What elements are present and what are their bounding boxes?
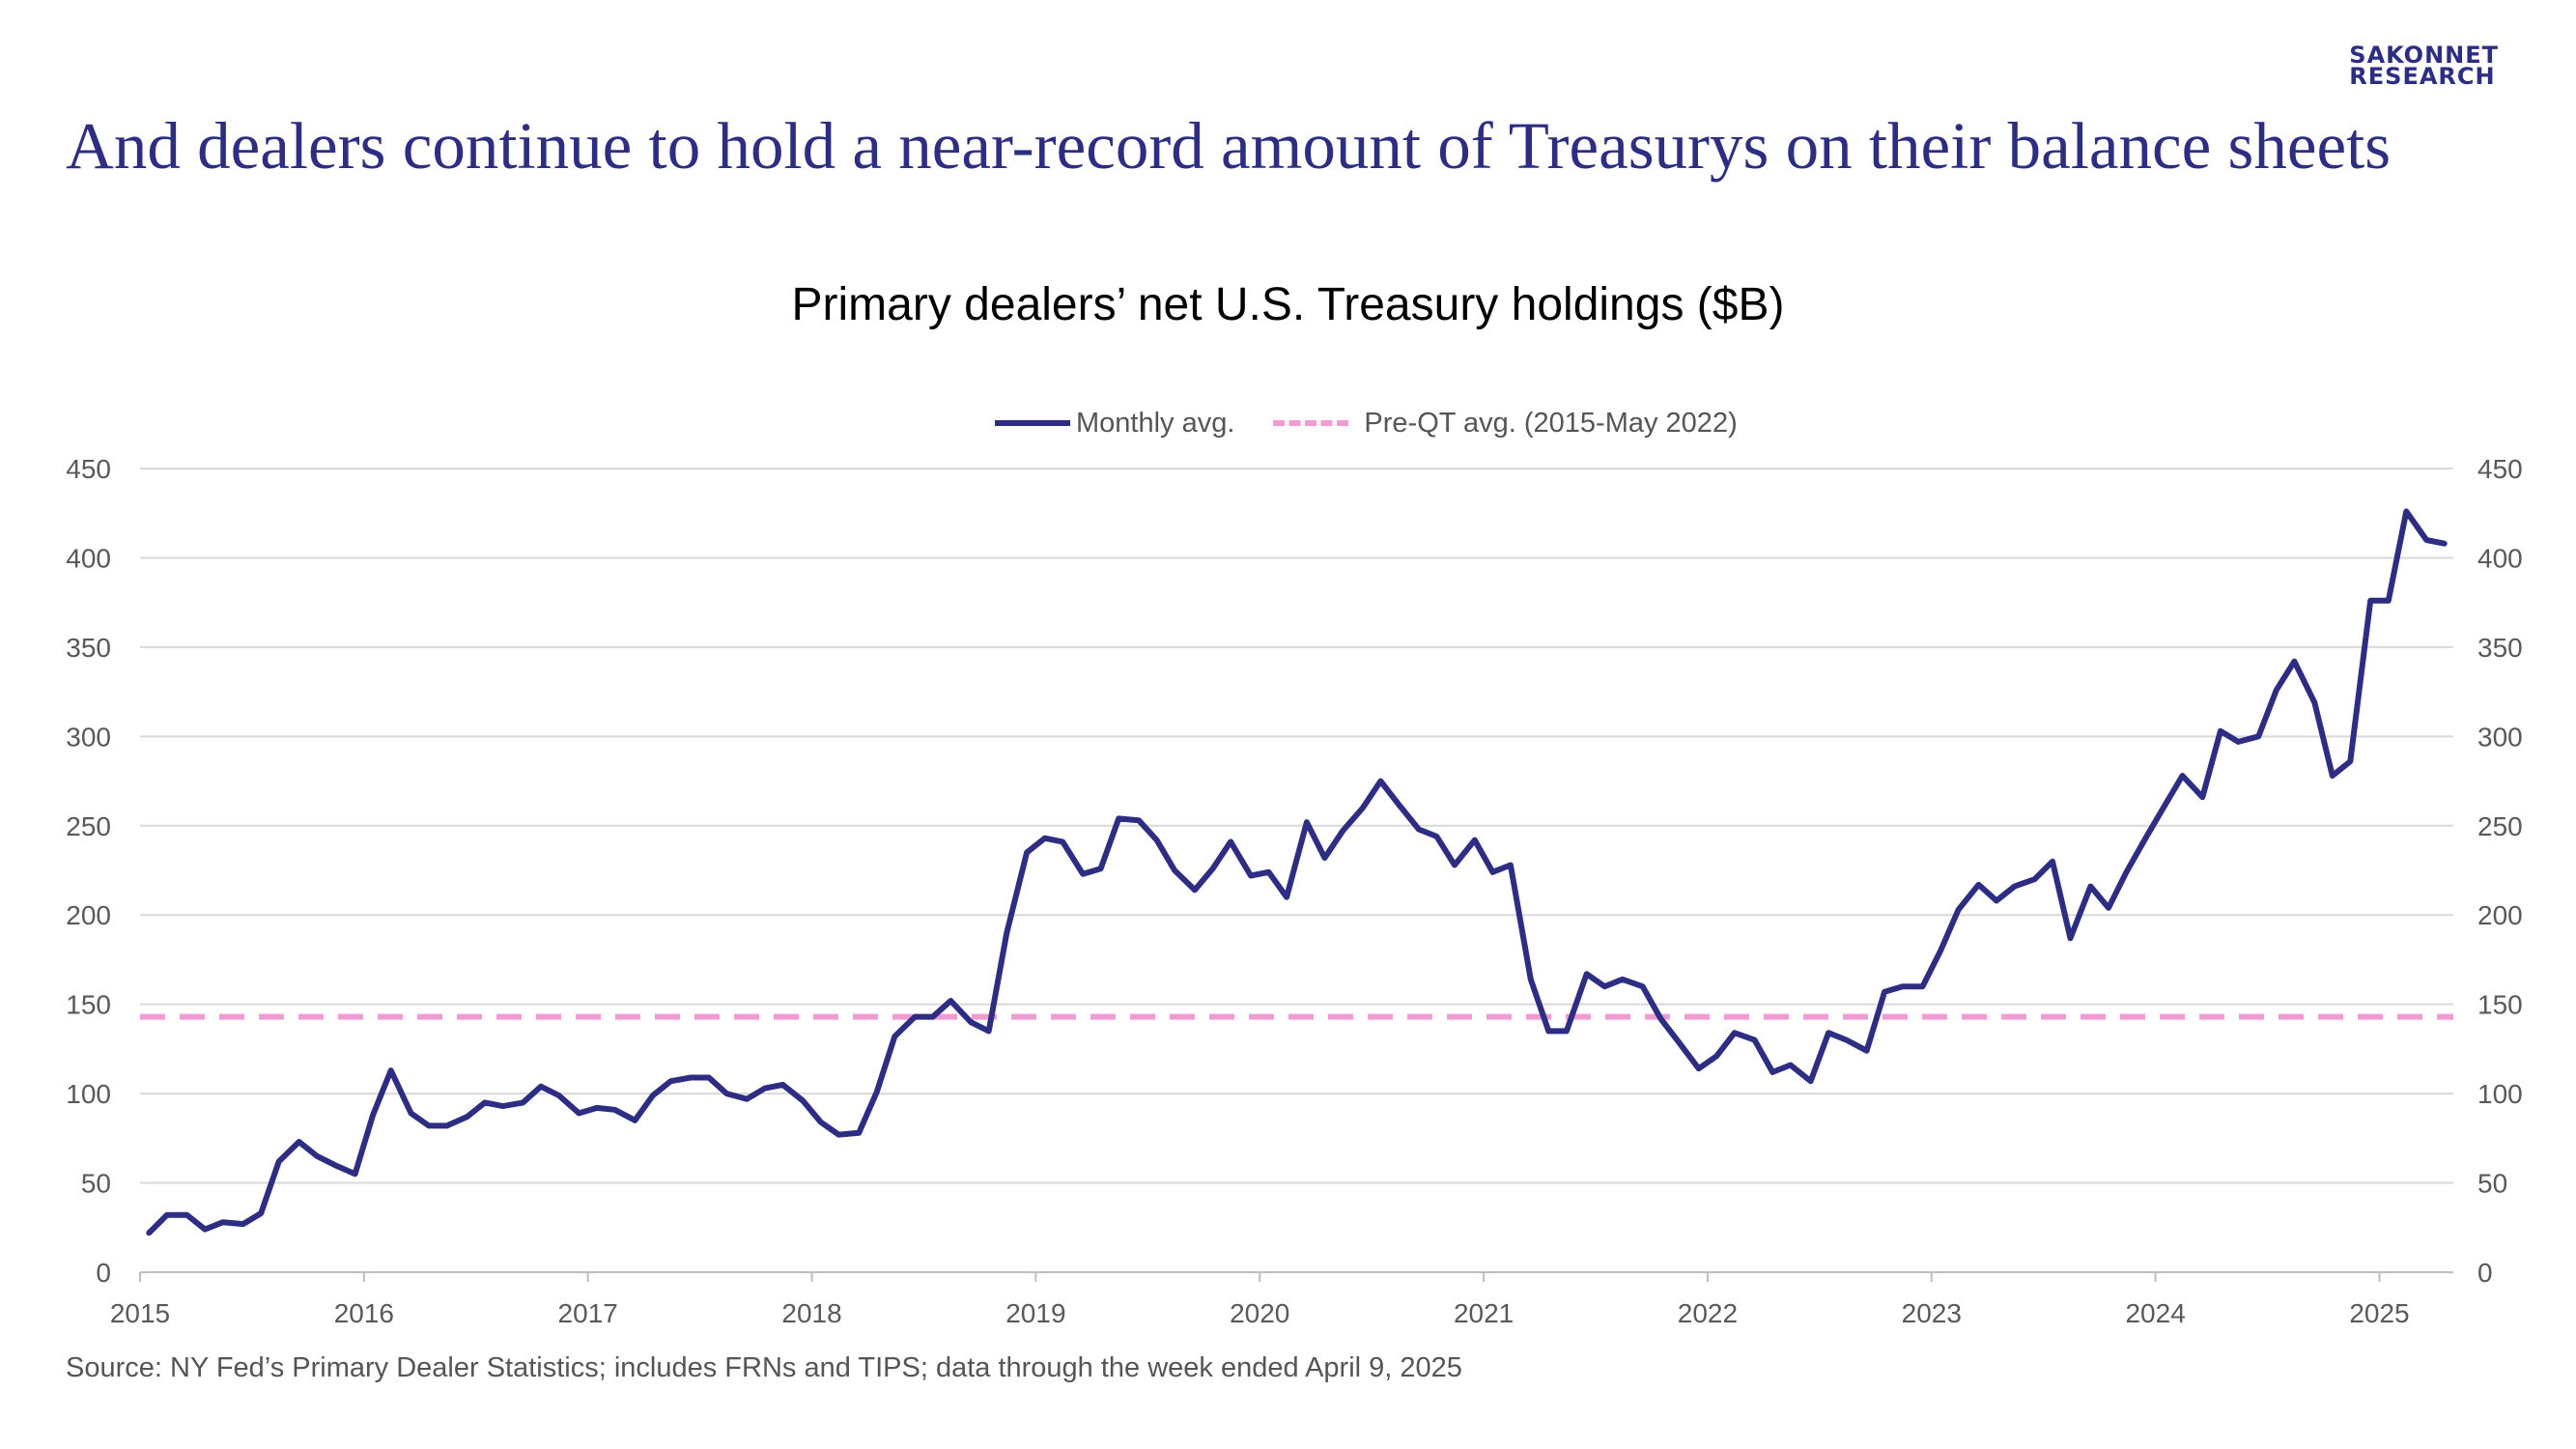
legend-item-monthly: Monthly avg. bbox=[995, 408, 1234, 440]
y-tick-label-left: 250 bbox=[66, 811, 111, 841]
x-tick-label: 2019 bbox=[1005, 1298, 1065, 1328]
y-tick-label-right: 100 bbox=[2477, 1079, 2523, 1109]
legend-swatch-preqt bbox=[1273, 420, 1349, 426]
y-axis-left: 0 50 100 150 200 250 300 350 400 450 bbox=[66, 454, 111, 1288]
y-tick-label-right: 150 bbox=[2477, 990, 2523, 1020]
legend-label-preqt: Pre-QT avg. (2015-May 2022) bbox=[1364, 407, 1738, 439]
x-tick-label: 2025 bbox=[2349, 1298, 2409, 1328]
y-tick-label-right: 50 bbox=[2477, 1169, 2507, 1199]
x-tick-label: 2016 bbox=[334, 1298, 394, 1328]
source-note: Source: NY Fed’s Primary Dealer Statisti… bbox=[66, 1352, 1462, 1383]
page-headline: And dealers continue to hold a near-reco… bbox=[66, 109, 2392, 183]
x-tick-label: 2021 bbox=[1454, 1298, 1514, 1328]
x-tick-label: 2023 bbox=[1902, 1298, 1962, 1328]
logo-line-1: SAKONNET bbox=[2349, 42, 2499, 69]
y-tick-label-right: 300 bbox=[2477, 722, 2523, 752]
legend-swatch-monthly bbox=[995, 420, 1070, 426]
y-tick-label-right: 200 bbox=[2477, 900, 2523, 930]
y-tick-label-left: 350 bbox=[66, 633, 111, 663]
y-tick-label-right: 0 bbox=[2477, 1258, 2493, 1288]
y-axis-right: 0 50 100 150 200 250 300 350 400 450 bbox=[2477, 454, 2523, 1288]
sakonnet-research-logo: SAKONNET RESEARCH bbox=[2349, 42, 2499, 90]
y-tick-label-right: 450 bbox=[2477, 454, 2523, 484]
y-tick-label-left: 300 bbox=[66, 722, 111, 752]
y-tick-label-left: 200 bbox=[66, 900, 111, 930]
y-tick-label-left: 150 bbox=[66, 990, 111, 1020]
x-tick-label: 2018 bbox=[781, 1298, 841, 1328]
logo-line-2: RESEARCH bbox=[2349, 63, 2496, 90]
y-tick-label-left: 50 bbox=[81, 1169, 111, 1199]
x-tick-label: 2017 bbox=[558, 1298, 618, 1328]
chart-title: Primary dealers’ net U.S. Treasury holdi… bbox=[791, 279, 1785, 330]
y-tick-label-right: 350 bbox=[2477, 633, 2523, 663]
legend-item-preqt: Pre-QT avg. (2015-May 2022) bbox=[1273, 407, 1738, 440]
y-tick-label-left: 450 bbox=[66, 454, 111, 484]
y-tick-label-left: 0 bbox=[96, 1258, 111, 1288]
y-tick-label-right: 250 bbox=[2477, 811, 2523, 841]
x-tick-label: 2022 bbox=[1678, 1298, 1738, 1328]
x-tick-label: 2015 bbox=[110, 1298, 170, 1328]
legend-label-monthly: Monthly avg. bbox=[1076, 407, 1235, 439]
x-tick-label: 2024 bbox=[2125, 1298, 2185, 1328]
chart-legend: Monthly avg. Pre-QT avg. (2015-May 2022) bbox=[995, 404, 1776, 442]
y-tick-label-right: 400 bbox=[2477, 543, 2523, 573]
y-tick-label-left: 100 bbox=[66, 1079, 111, 1109]
series-group bbox=[146, 508, 2448, 1236]
gridlines bbox=[140, 468, 2453, 1273]
y-tick-label-left: 400 bbox=[66, 543, 111, 573]
x-tick-label: 2020 bbox=[1230, 1298, 1289, 1328]
x-axis: 2015 2016 2017 2018 2019 2020 2021 2022 2023 2024… bbox=[110, 1271, 2453, 1328]
monthly-avg-line bbox=[146, 508, 2448, 1236]
